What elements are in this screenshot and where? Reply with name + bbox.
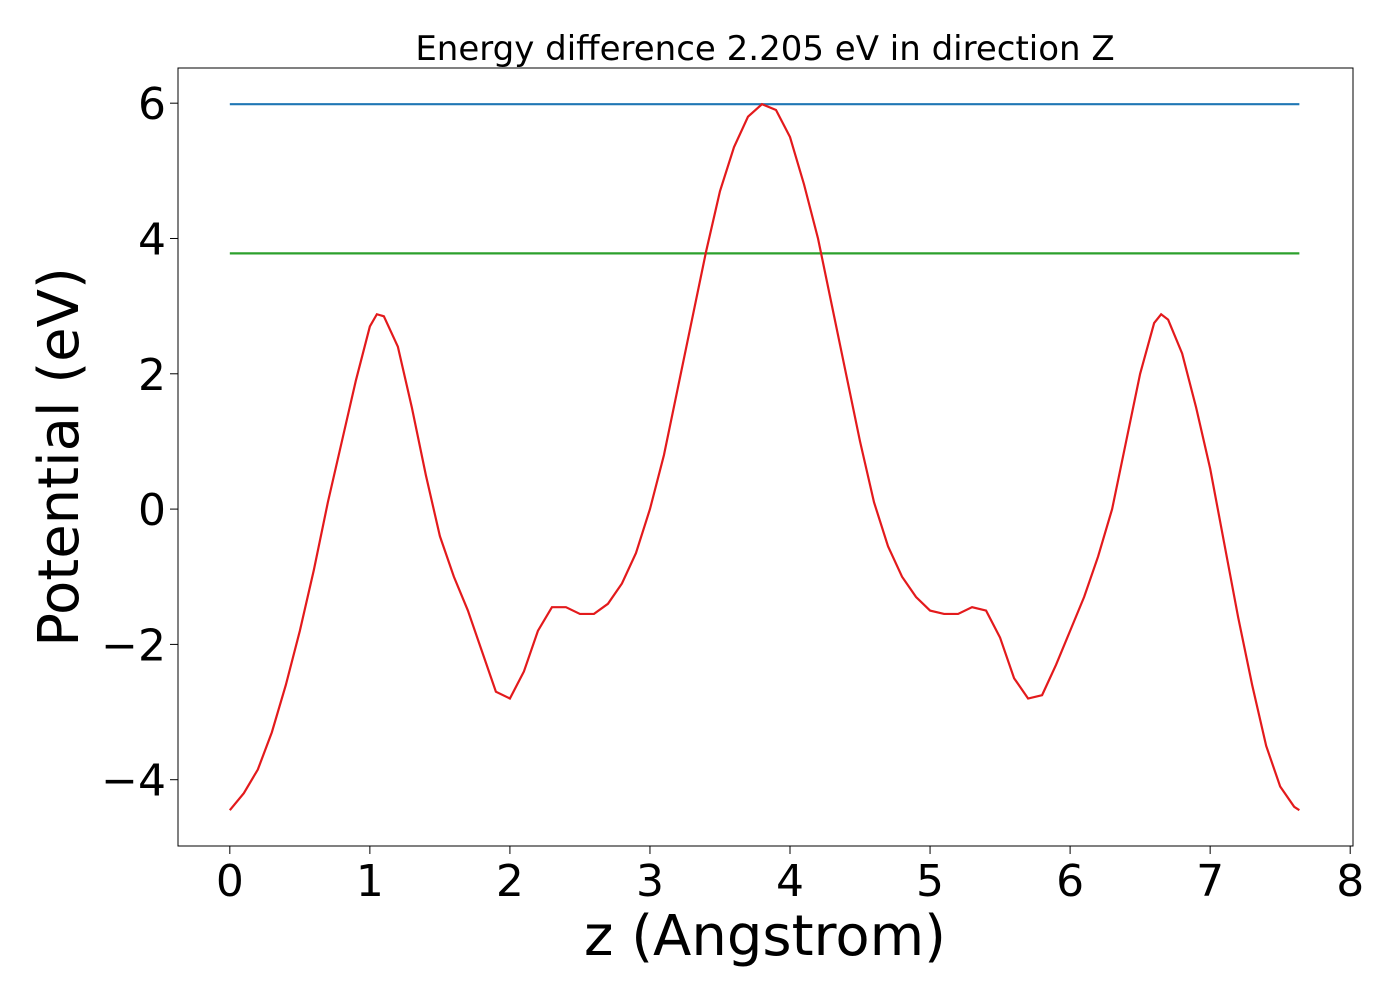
y-axis-label: Potential (eV) xyxy=(27,267,92,647)
x-tick-label: 0 xyxy=(216,856,244,907)
series-line xyxy=(228,102,1300,812)
y-tick-label: 4 xyxy=(138,214,166,265)
plot-frame xyxy=(177,67,1354,847)
y-tick-label: −4 xyxy=(101,756,166,807)
x-tick-label: 8 xyxy=(1336,856,1364,907)
chart-title: Energy difference 2.205 eV in direction … xyxy=(415,29,1114,69)
x-tick-label: 5 xyxy=(916,856,944,907)
y-tick-label: 6 xyxy=(138,79,166,130)
x-tick-label: 1 xyxy=(356,856,384,907)
x-tick-label: 6 xyxy=(1056,856,1084,907)
x-tick-label: 7 xyxy=(1196,856,1224,907)
x-tick-label: 2 xyxy=(496,856,524,907)
y-tick-label: 2 xyxy=(138,350,166,401)
y-tick-label: −2 xyxy=(101,620,166,671)
x-axis-label: z (Angstrom) xyxy=(584,904,946,969)
x-tick-label: 4 xyxy=(776,856,804,907)
x-tick-label: 3 xyxy=(636,856,664,907)
y-tick-label: 0 xyxy=(138,485,166,536)
